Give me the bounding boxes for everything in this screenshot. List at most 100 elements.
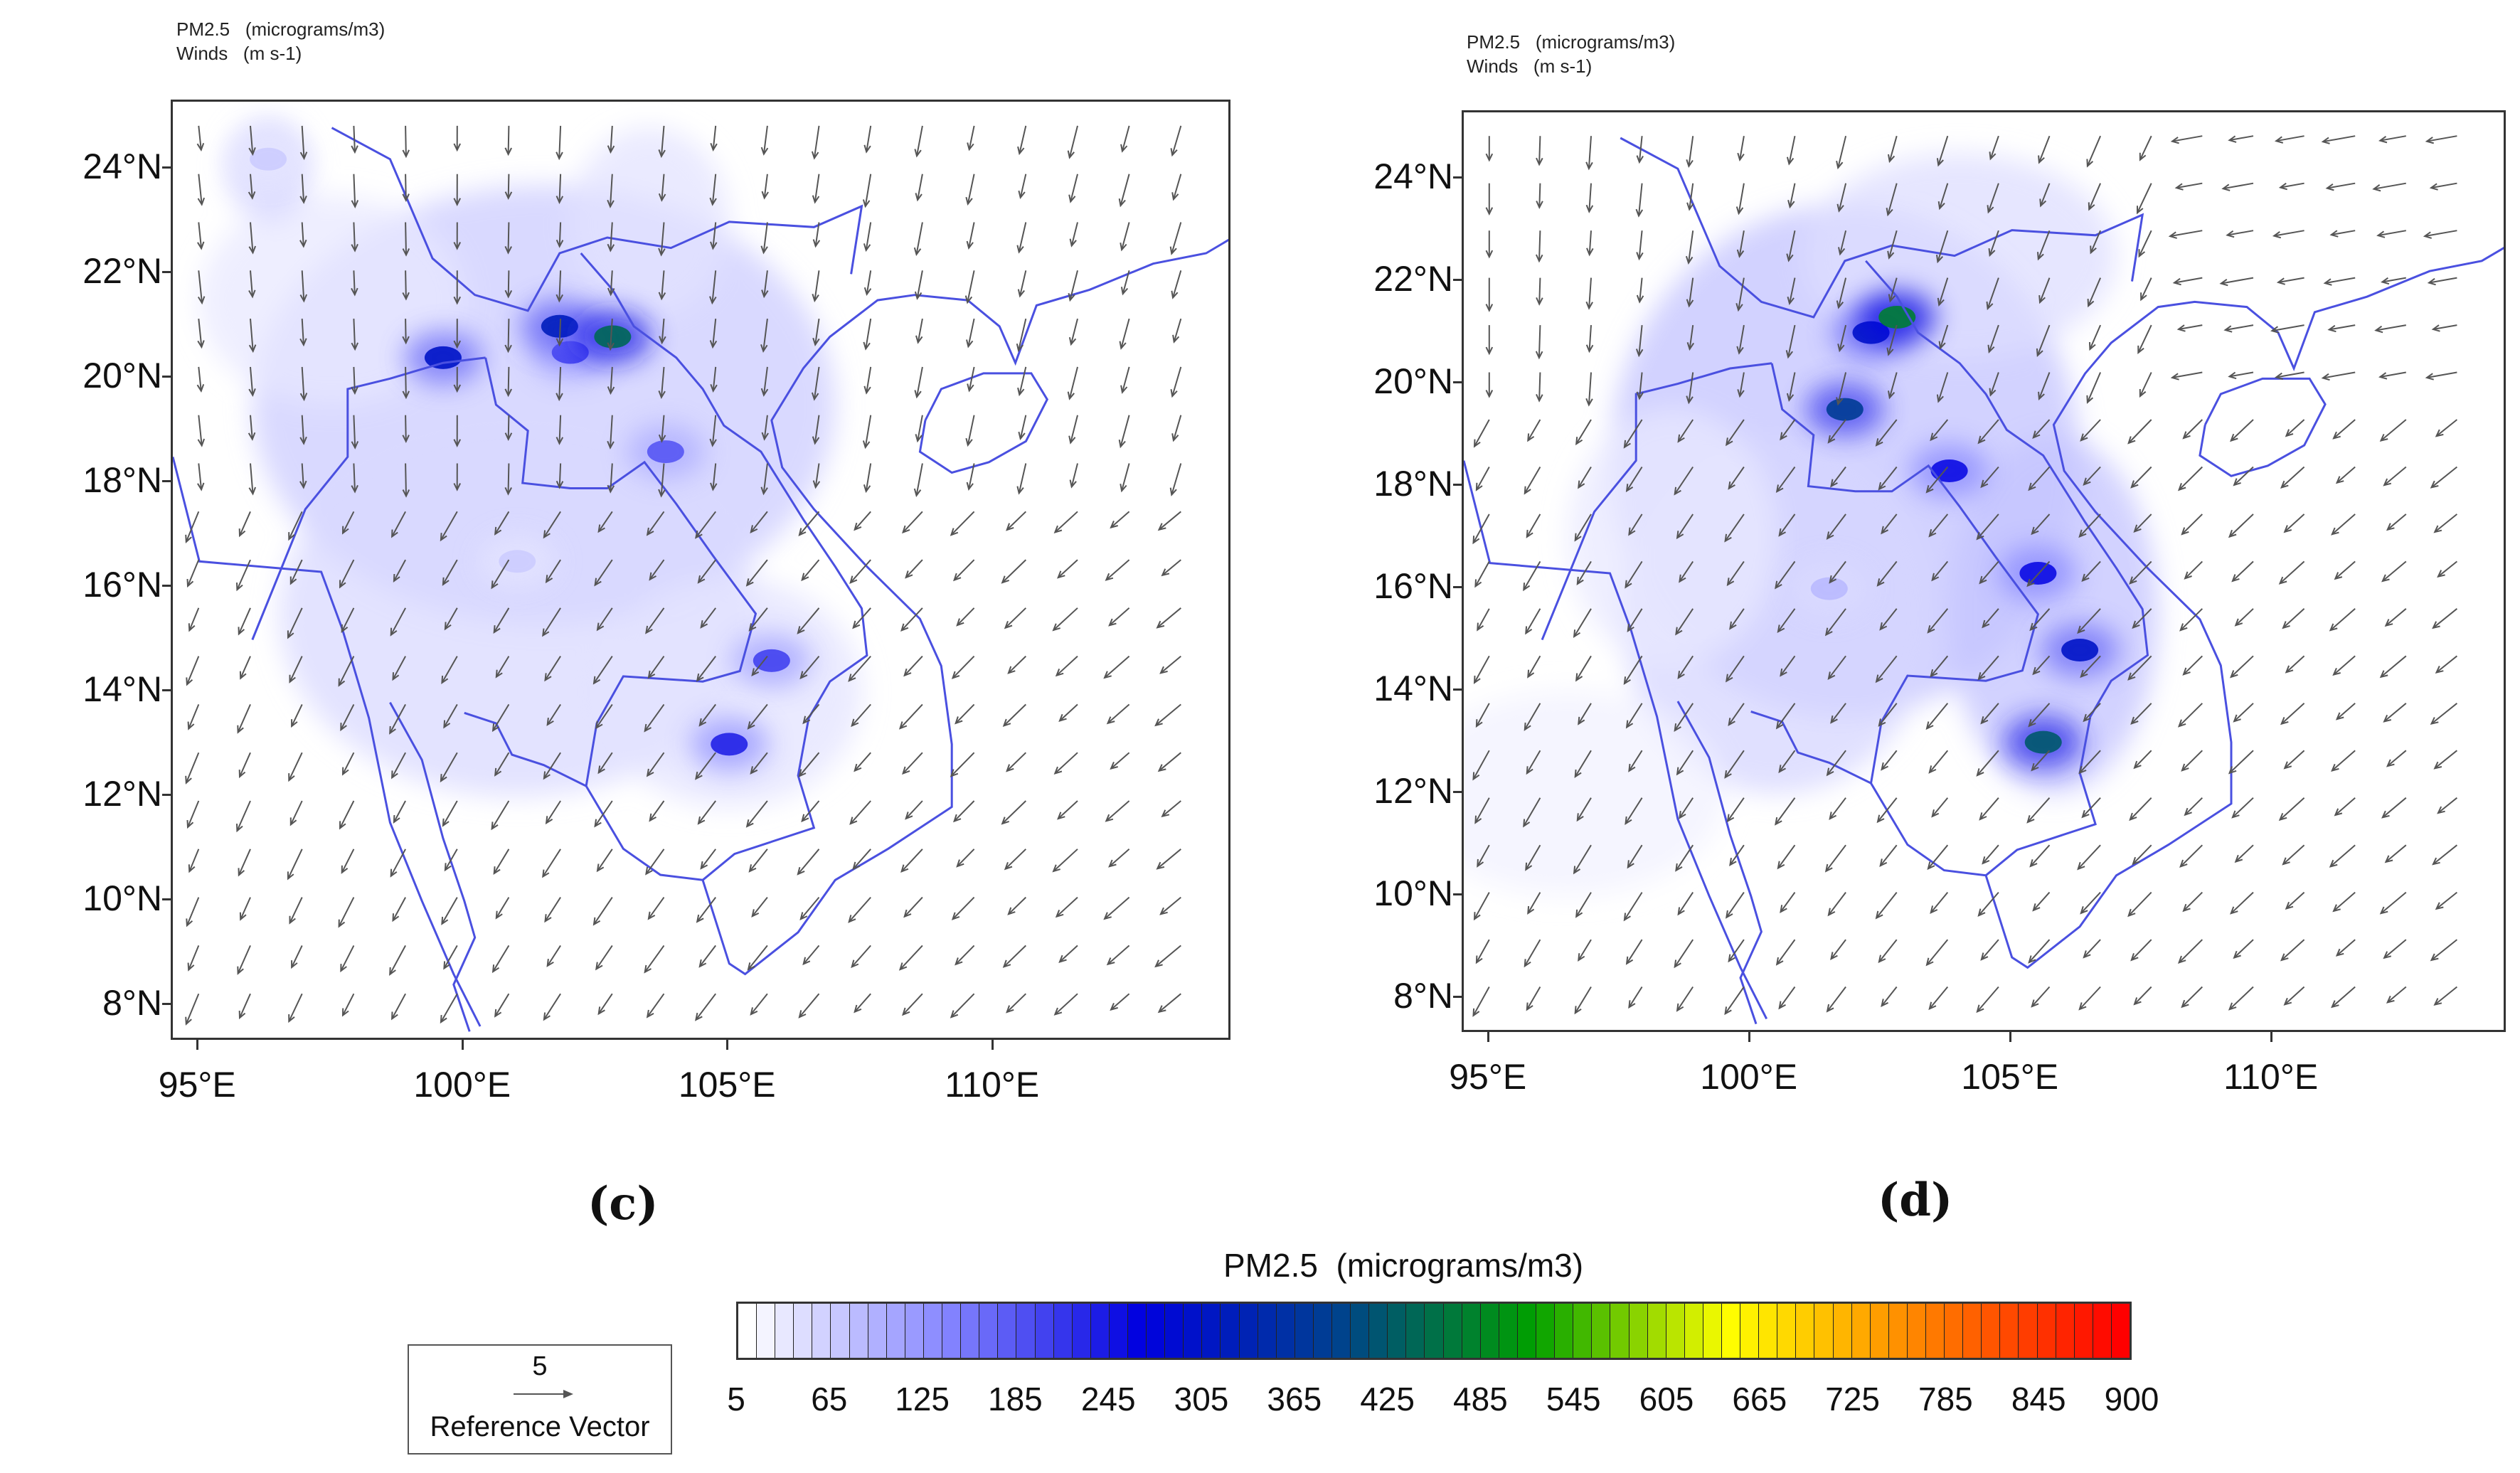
wind-arrow — [1576, 797, 1592, 821]
wind-arrow-head — [186, 578, 194, 588]
wind-arrow-head — [1827, 435, 1836, 444]
wind-arrow-head — [2177, 955, 2186, 964]
wind-arrow-head — [854, 1004, 862, 1014]
wind-arrow — [2373, 182, 2406, 190]
wind-arrow — [250, 366, 254, 395]
wind-arrow-head — [299, 480, 307, 489]
wind-arrow-head — [1477, 622, 1484, 632]
wind-arrow — [1019, 174, 1027, 198]
wind-arrow-head — [2435, 902, 2444, 910]
wind-arrow — [1940, 324, 1949, 349]
wind-arrow-head — [440, 1015, 447, 1024]
wind-arrow-head — [1527, 905, 1535, 915]
wind-arrow — [188, 704, 200, 729]
wind-arrow — [2038, 135, 2051, 163]
wind-arrow-head — [1728, 718, 1735, 726]
wind-arrow — [289, 656, 303, 683]
wind-arrow — [1538, 230, 1541, 262]
wind-arrow — [291, 945, 303, 968]
wind-arrow — [2077, 844, 2101, 870]
colorbar-cell — [1833, 1304, 1852, 1358]
wind-arrow — [389, 703, 406, 734]
wind-arrow-head — [2226, 230, 2235, 238]
wind-arrow — [2033, 655, 2051, 675]
wind-arrow-head — [2230, 906, 2238, 915]
colorbar-cell — [2019, 1304, 2038, 1358]
wind-arrow — [2179, 844, 2203, 868]
wind-arrow — [198, 270, 203, 304]
wind-arrow-head — [2031, 762, 2039, 772]
wind-arrow-head — [2329, 230, 2339, 238]
wind-arrow — [2181, 986, 2203, 1008]
wind-arrow-head — [2090, 245, 2097, 255]
wind-arrow — [762, 222, 768, 253]
wind-arrow-head — [299, 151, 308, 161]
colorbar-cell — [961, 1304, 980, 1358]
wind-arrow-head — [1474, 815, 1482, 824]
wind-arrow — [188, 607, 200, 631]
colorbar-cell — [1035, 1304, 1054, 1358]
wind-arrow — [1155, 703, 1181, 726]
wind-arrow — [854, 752, 871, 772]
lat-tick-label: 8°N — [102, 982, 162, 1023]
wind-arrow-head — [1575, 437, 1583, 446]
wind-arrow-head — [1016, 486, 1024, 495]
colorbar-cell — [1517, 1304, 1537, 1358]
wind-arrow — [2383, 466, 2407, 486]
wind-arrow-head — [402, 193, 410, 202]
wind-arrow-head — [951, 671, 960, 679]
colorbar-cell — [849, 1304, 868, 1358]
wind-arrow-head — [1976, 768, 1984, 777]
wind-arrow-head — [2137, 206, 2144, 215]
wind-arrow — [2334, 560, 2356, 580]
wind-arrow — [2276, 135, 2304, 142]
wind-arrow-head — [2133, 997, 2142, 1006]
wind-arrow — [597, 993, 613, 1014]
colorbar-cell — [1555, 1304, 1574, 1358]
wind-arrow-head — [1119, 341, 1127, 350]
wind-arrow — [1689, 183, 1694, 210]
wind-arrow-head — [863, 341, 871, 351]
wind-arrow-head — [2335, 948, 2344, 957]
wind-arrow-head — [440, 533, 447, 542]
wind-arrow — [2083, 939, 2101, 958]
wind-arrow — [1576, 560, 1592, 585]
wind-arrow — [2183, 655, 2203, 676]
wind-arrow-head — [851, 959, 859, 969]
wind-arrow-head — [2433, 525, 2442, 533]
wind-arrow — [1689, 324, 1694, 349]
wind-arrow-head — [1473, 675, 1481, 684]
colorbar-tick-label: 900 — [2104, 1381, 2159, 1418]
wind-arrow — [2233, 466, 2254, 486]
colorbar-cell — [1851, 1304, 1871, 1358]
wind-arrow-head — [504, 289, 513, 299]
wind-arrow-head — [1057, 812, 1065, 820]
wind-arrow-head — [2137, 345, 2144, 354]
wind-arrow-head — [1156, 861, 1165, 870]
wind-arrow — [711, 174, 717, 205]
wind-arrow — [801, 559, 820, 581]
wind-arrow — [289, 559, 303, 584]
wind-arrow — [1056, 655, 1078, 676]
wind-arrow-head — [710, 241, 718, 250]
wind-arrow-head — [2427, 277, 2436, 286]
wind-arrow — [2086, 372, 2102, 403]
wind-arrow — [2387, 514, 2407, 531]
wind-arrow — [2127, 891, 2152, 917]
wind-arrow-head — [1068, 435, 1076, 445]
wind-arrow — [1930, 419, 1949, 441]
wind-arrow-head — [1676, 1003, 1684, 1012]
wind-arrow — [2333, 419, 2356, 440]
wind-arrow-head — [291, 719, 298, 728]
wind-arrow-head — [1170, 148, 1178, 157]
wind-arrow-head — [2172, 277, 2181, 286]
wind-arrow-head — [1525, 626, 1533, 635]
wind-arrow-head — [802, 957, 811, 966]
wind-arrow-head — [2078, 1002, 2087, 1011]
wind-arrow-head — [700, 620, 708, 629]
wind-arrow — [2433, 324, 2457, 330]
wind-arrow-head — [852, 861, 861, 871]
wind-arrow — [1476, 939, 1490, 963]
lat-tick-mark — [1453, 381, 1462, 383]
wind-arrow-head — [1928, 528, 1937, 538]
